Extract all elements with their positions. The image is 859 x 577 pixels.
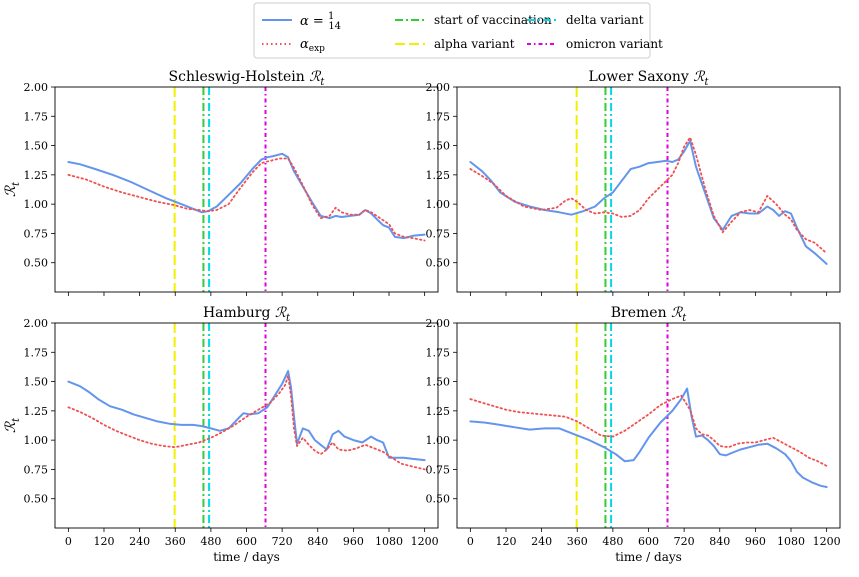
y-tick-label: 1.00	[24, 198, 49, 211]
legend-label-omicron-variant: omicron variant	[566, 37, 663, 51]
x-tick-label: 1200	[411, 535, 439, 548]
x-tick-label: 1080	[777, 535, 805, 548]
y-tick-label: 2.00	[426, 317, 451, 330]
panel-hamburg: Hamburg ℛt 0.50 0.75 1.00 1.25 1.50 1.75 2.00 0 1…	[3, 305, 439, 564]
x-tick-label: 960	[745, 535, 766, 548]
y-tick-label: 1.00	[426, 198, 451, 211]
series-line-alphaexp	[67, 157, 426, 242]
panel-title: Hamburg ℛt	[203, 305, 291, 324]
x-tick-label: 960	[343, 535, 364, 548]
y-tick-label: 2.00	[24, 317, 49, 330]
x-tick-label: 240	[531, 535, 552, 548]
y-tick-label: 2.00	[426, 81, 451, 94]
x-axis-label: time / days	[615, 550, 682, 564]
plot-frame	[456, 322, 841, 529]
plot-frame	[456, 86, 841, 293]
y-axis-label: ℛt	[3, 417, 22, 433]
legend-label-delta-variant: delta variant	[566, 13, 644, 27]
y-tick-label: 1.00	[426, 434, 451, 447]
y-tick-label: 1.25	[24, 405, 49, 418]
x-tick-label: 480	[602, 535, 623, 548]
x-tick-label: 600	[236, 535, 257, 548]
y-tick-label: 0.50	[426, 257, 451, 270]
x-tick-label: 240	[129, 535, 150, 548]
legend: α = 1 14 αexp start of vaccination alpha …	[253, 2, 663, 59]
x-tick-label: 120	[495, 535, 516, 548]
y-tick-label: 1.25	[426, 169, 451, 182]
x-tick-label: 120	[93, 535, 114, 548]
x-tick-label: 360	[567, 535, 588, 548]
y-tick-label: 0.50	[426, 493, 451, 506]
x-tick-label: 1200	[813, 535, 841, 548]
series-line-alpha14	[469, 139, 828, 265]
plot-frame	[54, 86, 439, 293]
x-tick-label: 0	[467, 535, 474, 548]
panel-schleswig-holstein: Schleswig-Holstein ℛt 0.50 0.75 1.00 1.25 1.5…	[3, 69, 439, 296]
y-tick-label: 0.50	[24, 493, 49, 506]
y-tick-label: 1.75	[24, 110, 49, 123]
series-line-alpha14	[67, 370, 426, 462]
panel-bremen: Bremen ℛt 0.50 0.75 1.00 1.25 1.50 1.75 2.00 0 12…	[426, 305, 841, 564]
x-tick-label: 720	[674, 535, 695, 548]
plot-frame	[54, 322, 439, 529]
series-line-alphaexp	[67, 374, 426, 471]
y-tick-label: 1.50	[24, 140, 49, 153]
y-tick-label: 1.75	[426, 346, 451, 359]
x-tick-label: 1080	[375, 535, 403, 548]
y-axis-label: ℛt	[3, 181, 22, 197]
x-axis-label: time / days	[213, 550, 280, 564]
y-tick-label: 1.50	[24, 376, 49, 389]
y-tick-label: 1.75	[426, 110, 451, 123]
x-tick-label: 840	[307, 535, 328, 548]
x-tick-label: 600	[638, 535, 659, 548]
series-line-alphaexp	[469, 136, 828, 255]
panel-title: Schleswig-Holstein ℛt	[169, 69, 326, 88]
y-tick-label: 1.00	[24, 434, 49, 447]
x-tick-label: 720	[272, 535, 293, 548]
y-tick-label: 0.75	[426, 227, 451, 240]
series-line-alpha14	[67, 152, 426, 240]
y-tick-label: 0.50	[24, 257, 49, 270]
series-line-alphaexp	[469, 394, 828, 467]
y-tick-label: 1.50	[426, 140, 451, 153]
y-tick-label: 1.50	[426, 376, 451, 389]
y-tick-label: 0.75	[426, 463, 451, 476]
y-tick-label: 2.00	[24, 81, 49, 94]
legend-label-alpha-variant: alpha variant	[434, 37, 515, 51]
legend-label-alpha14: α = 1 14	[300, 11, 341, 32]
panel-title: Lower Saxony ℛt	[589, 69, 710, 88]
x-tick-label: 840	[709, 535, 730, 548]
legend-label-vacc: start of vaccination	[434, 13, 552, 27]
x-tick-label: 0	[65, 535, 72, 548]
panel-lower-saxony: Lower Saxony ℛt 0.50 0.75 1.00 1.25 1.50 1.75 2…	[426, 69, 841, 296]
y-tick-label: 1.75	[24, 346, 49, 359]
panels: Schleswig-Holstein ℛt 0.50 0.75 1.00 1.25 1.5…	[3, 69, 841, 564]
panel-title: Bremen ℛt	[611, 305, 687, 324]
y-tick-label: 1.25	[24, 169, 49, 182]
y-tick-label: 0.75	[24, 463, 49, 476]
x-tick-label: 480	[200, 535, 221, 548]
y-tick-label: 0.75	[24, 227, 49, 240]
y-tick-label: 1.25	[426, 405, 451, 418]
x-tick-label: 360	[165, 535, 186, 548]
